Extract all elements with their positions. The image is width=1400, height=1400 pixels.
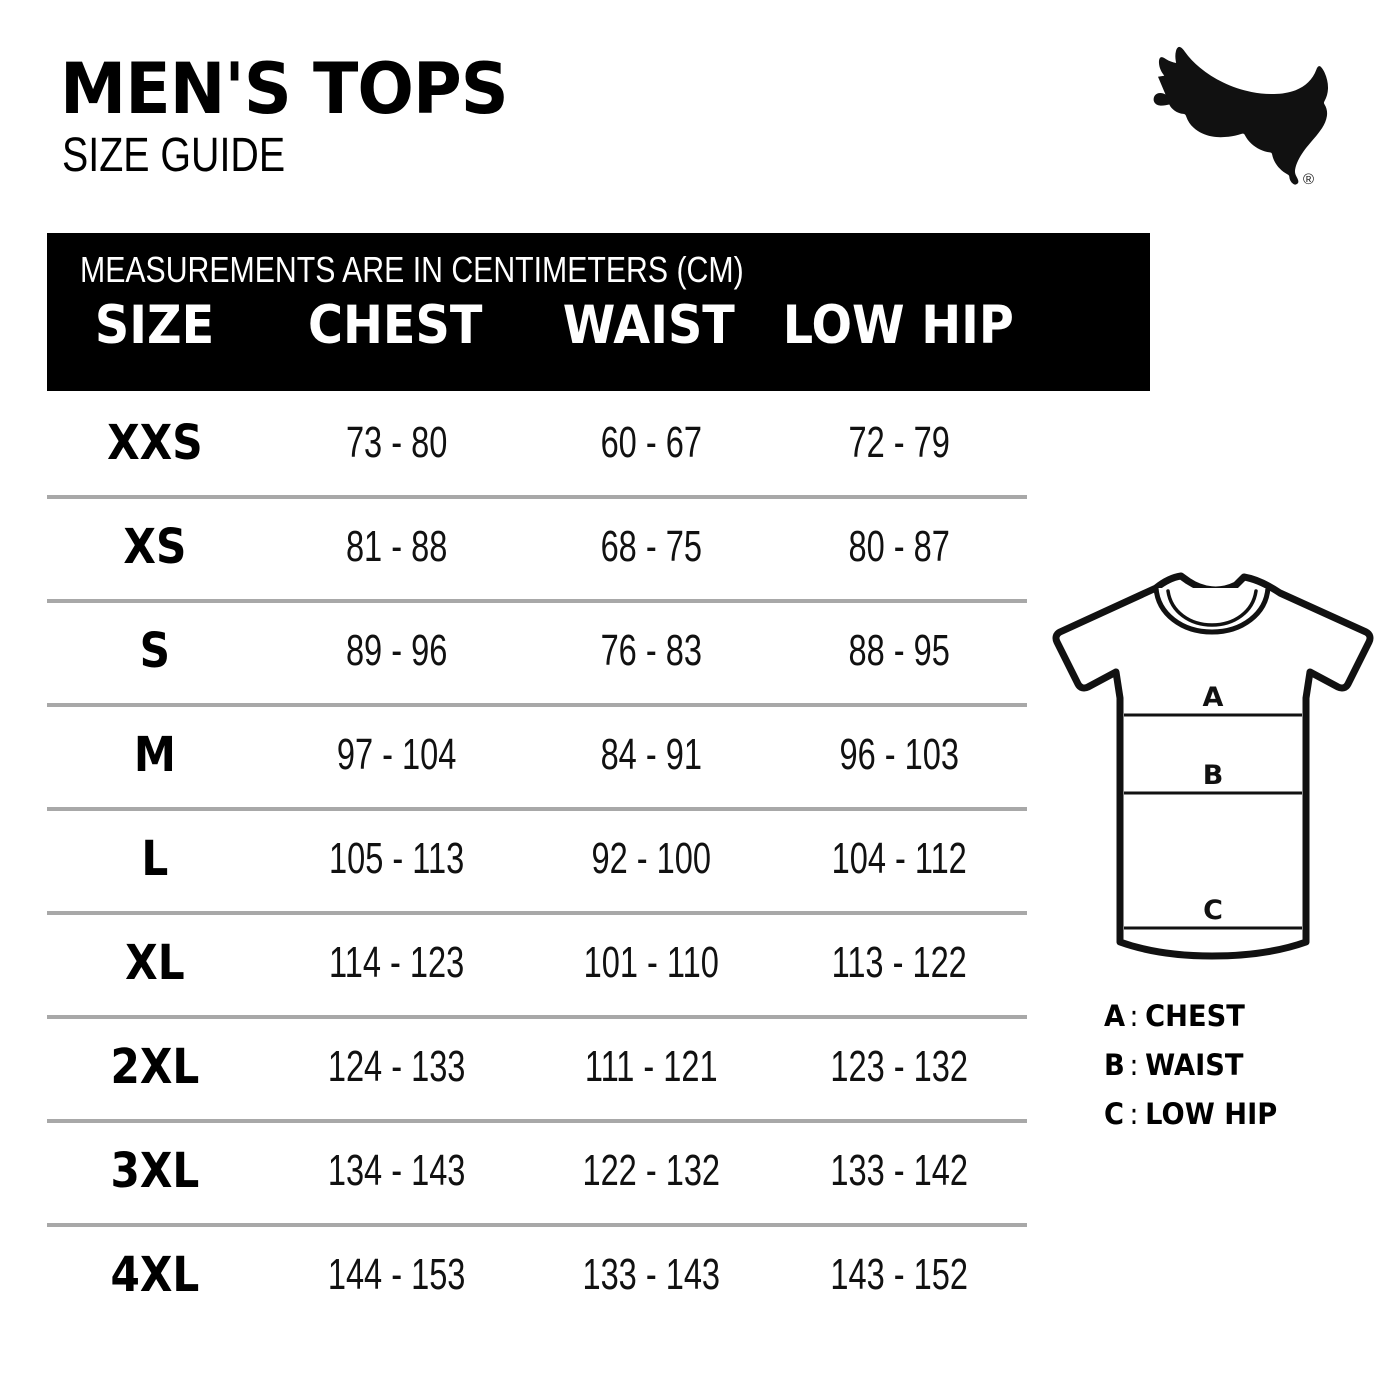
column-header-chest: CHEST <box>307 295 483 356</box>
cell-size: S <box>139 623 171 679</box>
cell-waist: 84 - 91 <box>600 730 703 779</box>
cell-chest: 114 - 123 <box>328 938 465 987</box>
legend-separator: : <box>1129 1097 1139 1131</box>
title-block: MEN'S TOPS SIZE GUIDE <box>60 52 531 182</box>
table-row: 3XL 134 - 143 122 - 132 133 - 142 <box>47 1119 1027 1223</box>
cell-size: XXS <box>107 415 203 471</box>
table-row: XXS 73 - 80 60 - 67 72 - 79 <box>47 391 1025 495</box>
cell-low-hip: 104 - 112 <box>831 834 967 883</box>
cell-low-hip: 96 - 103 <box>839 730 959 779</box>
cell-waist: 111 - 121 <box>584 1042 718 1091</box>
diagram-marker-c: C <box>1203 895 1223 926</box>
legend-key-c: C <box>1104 1097 1125 1131</box>
cell-waist: 122 - 132 <box>582 1146 721 1195</box>
tshirt-diagram-icon: A B C <box>1048 560 1378 980</box>
legend-item-low-hip: C: LOW HIP <box>1104 1090 1367 1139</box>
cell-size: XS <box>123 519 187 575</box>
cell-size: M <box>133 727 176 783</box>
cell-chest: 73 - 80 <box>345 418 448 467</box>
size-table: MEASUREMENTS ARE IN CENTIMETERS (CM) SIZ… <box>47 233 1150 1327</box>
cell-size: 4XL <box>110 1247 200 1303</box>
table-row: S 89 - 96 76 - 83 88 - 95 <box>47 599 1027 703</box>
table-body: XXS 73 - 80 60 - 67 72 - 79 XS 81 - 88 6… <box>47 391 1027 1327</box>
cell-size: 3XL <box>110 1143 200 1199</box>
cell-low-hip: 113 - 122 <box>831 938 967 987</box>
column-header-low-hip: LOW HIP <box>782 295 1014 356</box>
cell-low-hip: 88 - 95 <box>848 626 950 675</box>
diagram-marker-b: B <box>1203 760 1224 791</box>
cell-chest: 105 - 113 <box>328 834 465 883</box>
legend-label-waist: WAIST <box>1145 1048 1244 1082</box>
cell-chest: 144 - 153 <box>327 1250 466 1299</box>
table-column-headers: SIZE CHEST WAIST LOW HIP <box>47 295 1025 357</box>
legend-item-waist: B: WAIST <box>1104 1041 1367 1090</box>
cell-chest: 134 - 143 <box>327 1146 466 1195</box>
table-row: XL 114 - 123 101 - 110 113 - 122 <box>47 911 1027 1015</box>
cell-waist: 60 - 67 <box>600 418 703 467</box>
legend-item-chest: A: CHEST <box>1104 992 1367 1041</box>
legend-separator: : <box>1129 999 1139 1033</box>
cell-waist: 92 - 100 <box>591 834 712 883</box>
puma-logo-icon: ® <box>1122 38 1342 193</box>
legend-key-a: A <box>1104 999 1126 1033</box>
column-header-waist: WAIST <box>563 295 736 356</box>
cell-size: 2XL <box>110 1039 200 1095</box>
cell-low-hip: 133 - 142 <box>829 1146 968 1195</box>
cell-size: L <box>141 831 169 887</box>
legend-label-low-hip: LOW HIP <box>1145 1097 1278 1131</box>
page-title: MEN'S TOPS <box>60 48 509 130</box>
cell-waist: 133 - 143 <box>582 1250 721 1299</box>
page-subtitle: SIZE GUIDE <box>62 129 286 182</box>
cell-size: XL <box>125 935 185 991</box>
cell-low-hip: 123 - 132 <box>829 1042 968 1091</box>
legend-separator: : <box>1129 1048 1139 1082</box>
legend-key-b: B <box>1104 1048 1125 1082</box>
table-row: M 97 - 104 84 - 91 96 - 103 <box>47 703 1027 807</box>
legend-label-chest: CHEST <box>1145 999 1245 1033</box>
table-row: L 105 - 113 92 - 100 104 - 112 <box>47 807 1027 911</box>
cell-chest: 124 - 133 <box>327 1042 466 1091</box>
cell-chest: 89 - 96 <box>345 626 448 675</box>
table-header-bar: MEASUREMENTS ARE IN CENTIMETERS (CM) SIZ… <box>47 233 1150 391</box>
diagram-marker-a: A <box>1203 682 1224 713</box>
registered-trademark-icon: ® <box>1302 171 1314 188</box>
page-header: MEN'S TOPS SIZE GUIDE ® <box>0 0 1400 215</box>
cell-chest: 81 - 88 <box>345 522 448 571</box>
table-row: 4XL 144 - 153 133 - 143 143 - 152 <box>47 1223 1027 1327</box>
cell-waist: 101 - 110 <box>583 938 719 987</box>
measurement-unit-note: MEASUREMENTS ARE IN CENTIMETERS (CM) <box>80 249 744 290</box>
table-row: 2XL 124 - 133 111 - 121 123 - 132 <box>47 1015 1027 1119</box>
column-header-size: SIZE <box>94 295 215 356</box>
table-row: XS 81 - 88 68 - 75 80 - 87 <box>47 495 1027 599</box>
cell-low-hip: 72 - 79 <box>848 418 950 467</box>
diagram-legend: A: CHEST B: WAIST C: LOW HIP <box>1104 992 1384 1139</box>
cell-low-hip: 80 - 87 <box>848 522 950 571</box>
cell-waist: 76 - 83 <box>600 626 703 675</box>
cell-waist: 68 - 75 <box>600 522 703 571</box>
cell-chest: 97 - 104 <box>336 730 457 779</box>
cell-low-hip: 143 - 152 <box>829 1250 968 1299</box>
